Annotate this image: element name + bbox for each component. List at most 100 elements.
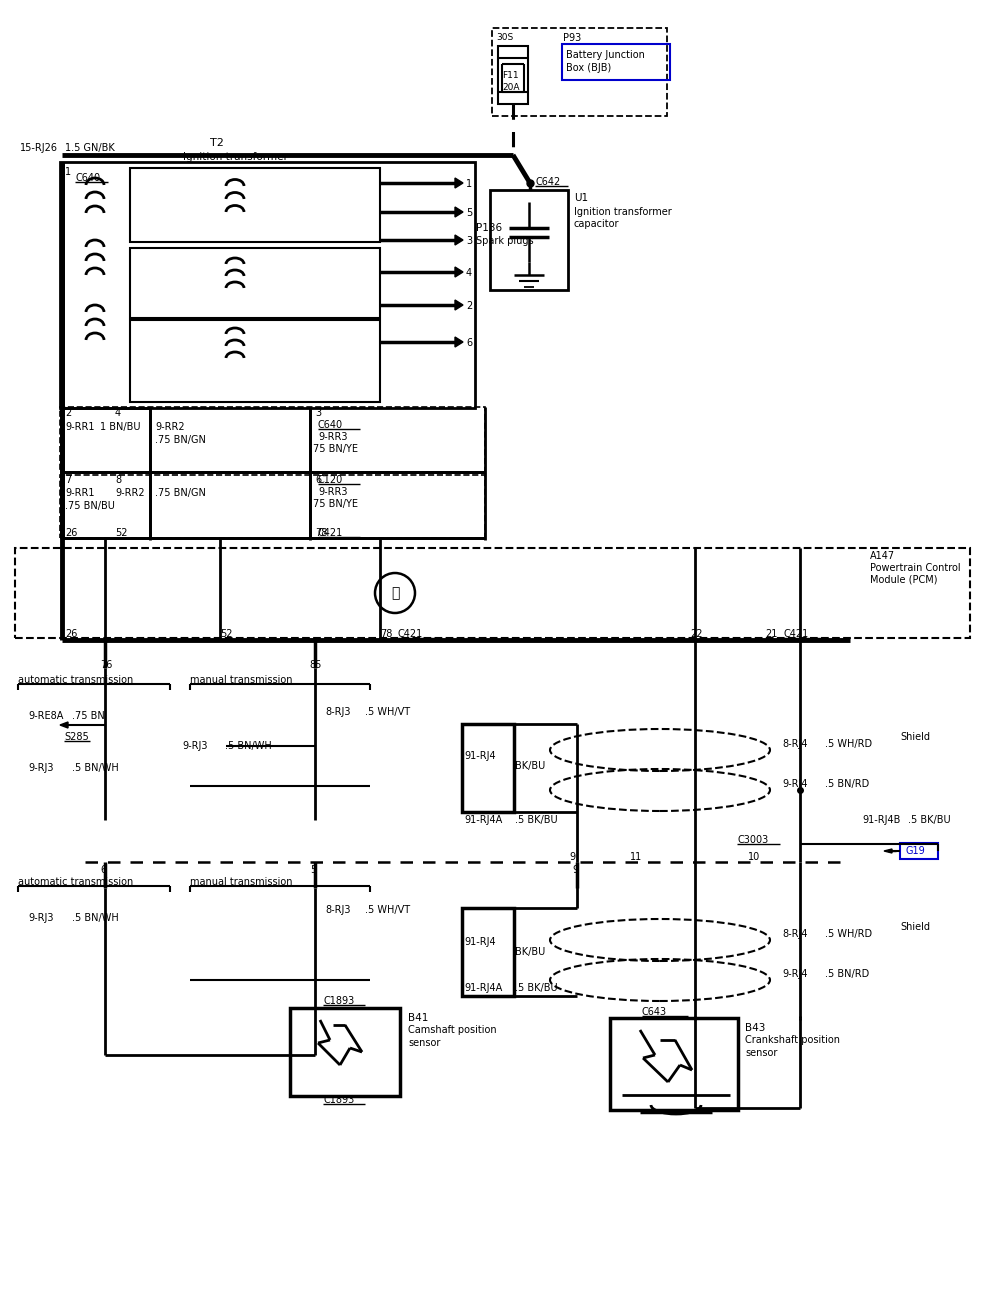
Text: C421: C421	[783, 629, 808, 639]
Text: Ignition transformer: Ignition transformer	[574, 207, 671, 217]
Text: C3003: C3003	[737, 835, 768, 846]
Text: 78: 78	[380, 629, 392, 639]
Bar	[130, 169, 380, 242]
Text: C421: C421	[318, 528, 344, 538]
Text: .5 BN/WH: .5 BN/WH	[72, 763, 119, 772]
Text: C120: C120	[318, 474, 344, 485]
Bar	[490, 190, 568, 290]
Bar	[130, 320, 380, 403]
Text: C1893: C1893	[323, 1095, 354, 1104]
Bar	[60, 474, 485, 538]
Bar	[290, 1008, 400, 1097]
Text: P136: P136	[476, 223, 502, 233]
Bar	[130, 248, 380, 318]
Text: A147: A147	[870, 552, 895, 561]
Text: 21: 21	[765, 629, 777, 639]
Text: 22: 22	[690, 629, 703, 639]
Bar	[462, 724, 514, 812]
Text: 8-RJ3: 8-RJ3	[325, 707, 351, 718]
Text: 9-RJ4: 9-RJ4	[782, 779, 807, 789]
Text: .5 WH/VT: .5 WH/VT	[365, 904, 410, 915]
Text: .5 WH/RD: .5 WH/RD	[825, 929, 872, 938]
Text: 8: 8	[115, 474, 121, 485]
Text: C643: C643	[642, 1006, 667, 1017]
Text: B41: B41	[408, 1013, 428, 1023]
Text: Crankshaft position: Crankshaft position	[745, 1035, 840, 1046]
Text: .5 BK/BU: .5 BK/BU	[515, 983, 557, 993]
Text: 6: 6	[100, 865, 106, 874]
Text: C640: C640	[75, 173, 100, 183]
Text: 9-RJ4: 9-RJ4	[782, 968, 807, 979]
Text: P93: P93	[563, 33, 582, 43]
Text: 8-RJ4: 8-RJ4	[782, 738, 807, 749]
Text: C1893: C1893	[323, 996, 354, 1006]
Text: 3: 3	[466, 237, 472, 246]
Polygon shape	[455, 301, 463, 310]
Text: manual transmission: manual transmission	[190, 877, 292, 887]
Bar	[462, 908, 514, 996]
Text: 91-RJ4B: 91-RJ4B	[862, 816, 900, 825]
Text: Shield: Shield	[900, 921, 930, 932]
Text: 1: 1	[466, 179, 472, 190]
Text: .5 BK/BU: .5 BK/BU	[908, 816, 951, 825]
Text: sensor: sensor	[745, 1048, 777, 1057]
Text: F11: F11	[502, 71, 519, 80]
Text: G19: G19	[905, 846, 924, 856]
Text: 1.5 GN/BK: 1.5 GN/BK	[65, 142, 115, 153]
Text: 91-RJ4A: 91-RJ4A	[464, 983, 502, 993]
Text: 9-RR2: 9-RR2	[115, 488, 144, 498]
Text: 30S: 30S	[496, 34, 513, 43]
Text: U1: U1	[574, 193, 588, 203]
Text: 91-RJ4: 91-RJ4	[464, 752, 496, 761]
Text: 5: 5	[466, 208, 473, 218]
Text: 5: 5	[310, 865, 317, 874]
Text: Powertrain Control: Powertrain Control	[870, 563, 961, 572]
Bar	[610, 1018, 738, 1110]
Text: 6: 6	[314, 474, 322, 485]
Text: 26: 26	[65, 629, 78, 639]
Text: S285: S285	[64, 732, 89, 742]
Text: .5 BK/BU: .5 BK/BU	[515, 816, 557, 825]
Text: 3: 3	[314, 408, 322, 418]
Text: T2: T2	[210, 139, 224, 148]
Bar	[498, 46, 528, 105]
Text: Spark plugs: Spark plugs	[476, 237, 533, 246]
Text: Battery Junction: Battery Junction	[566, 50, 645, 60]
Text: .75 BN/YE: .75 BN/YE	[310, 444, 358, 454]
Polygon shape	[455, 267, 463, 277]
Text: C421: C421	[398, 629, 423, 639]
Text: B43: B43	[745, 1023, 765, 1033]
Text: BK/BU: BK/BU	[515, 948, 545, 957]
Text: 4: 4	[466, 268, 472, 278]
Text: 8-RJ4: 8-RJ4	[782, 929, 807, 938]
Text: BK/BU: BK/BU	[515, 761, 545, 771]
Text: Box (BJB): Box (BJB)	[566, 63, 611, 73]
Text: 9-RR2: 9-RR2	[155, 422, 184, 433]
Text: 1: 1	[65, 167, 72, 176]
Text: 9-RJ3: 9-RJ3	[28, 914, 53, 923]
Text: .5 WH/RD: .5 WH/RD	[825, 738, 872, 749]
Text: .5 WH/VT: .5 WH/VT	[365, 707, 410, 718]
Text: manual transmission: manual transmission	[190, 674, 292, 685]
Text: automatic transmission: automatic transmission	[18, 877, 133, 887]
Text: 7: 7	[65, 474, 72, 485]
Text: sensor: sensor	[408, 1038, 440, 1048]
Text: 52: 52	[220, 629, 233, 639]
Polygon shape	[455, 337, 463, 346]
Text: C640: C640	[318, 420, 343, 430]
Bar	[60, 406, 485, 472]
Text: 26: 26	[65, 528, 78, 538]
Text: 11: 11	[630, 852, 642, 863]
Text: Module (PCM): Module (PCM)	[870, 575, 937, 586]
Text: 9-RR3: 9-RR3	[318, 433, 348, 442]
Polygon shape	[455, 178, 463, 188]
Text: ⚿: ⚿	[391, 586, 399, 600]
Text: 91-RJ4: 91-RJ4	[464, 937, 496, 948]
Text: .5 BN/WH: .5 BN/WH	[225, 741, 272, 752]
Text: 52: 52	[115, 528, 127, 538]
Text: .75 BN/YE: .75 BN/YE	[310, 499, 358, 508]
Text: .75 BN/GN: .75 BN/GN	[155, 435, 206, 444]
Text: .5 BN/RD: .5 BN/RD	[825, 968, 869, 979]
Polygon shape	[884, 850, 892, 853]
Text: C642: C642	[535, 176, 560, 187]
